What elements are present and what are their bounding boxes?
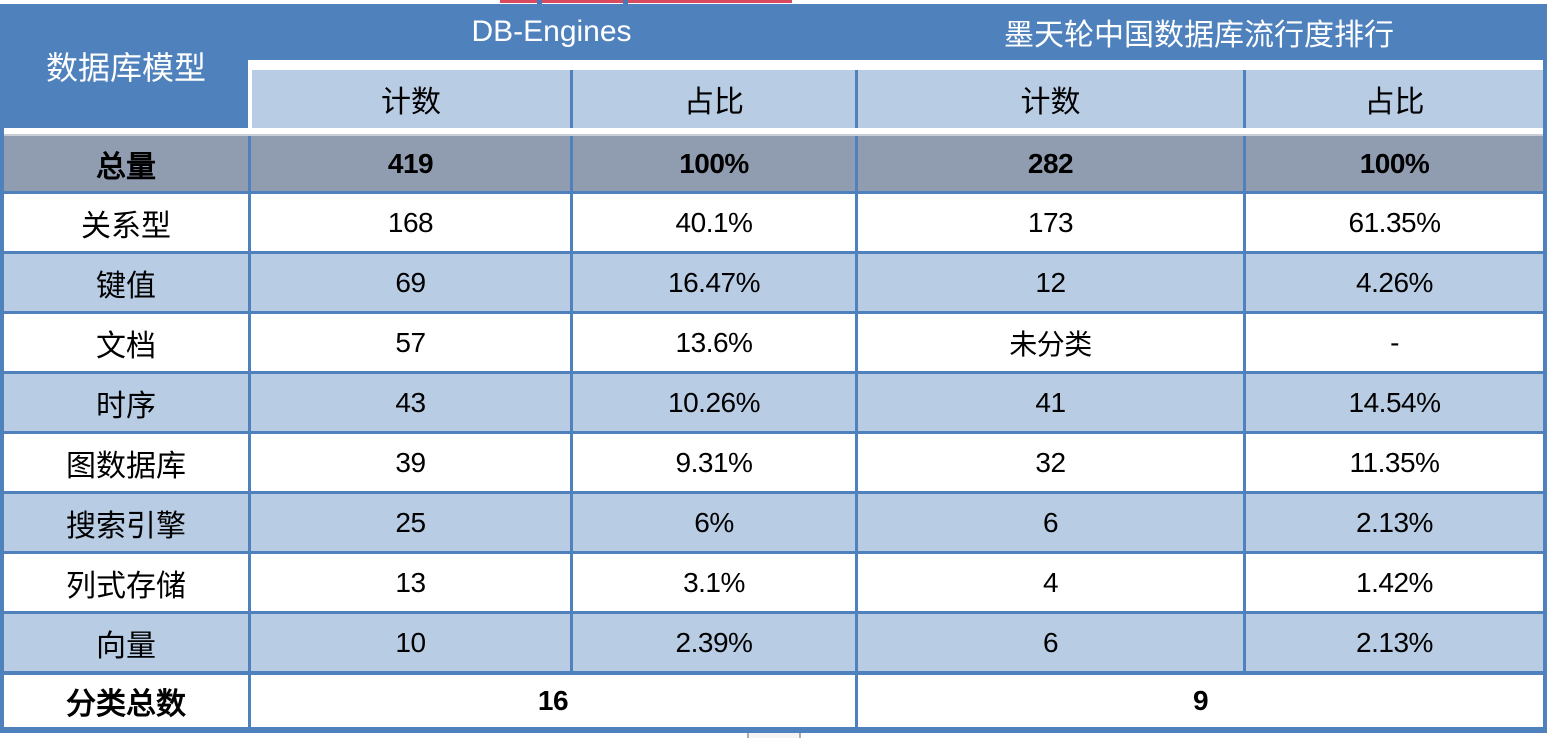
top-blue-tick-artifact [537,0,542,7]
value-cell: 173 [855,194,1243,251]
table-row: 向量 10 2.39% 6 2.13% [4,611,1543,671]
value-cell: 2.13% [1243,614,1543,671]
value-cell: 69 [248,254,570,311]
value-cell: 12 [855,254,1243,311]
value-cell: 32 [855,434,1243,491]
value-cell: 43 [248,374,570,431]
table-row: 搜索引擎 25 6% 6 2.13% [4,491,1543,551]
value-cell: 6% [570,494,855,551]
value-cell: 9.31% [570,434,855,491]
value-cell: 6 [855,494,1243,551]
value-cell: 9 [855,675,1543,727]
value-cell: 16.47% [570,254,855,311]
value-cell: 100% [570,136,855,191]
header-gap [4,60,1543,70]
table-row-category-count: 分类总数 16 9 [4,671,1543,727]
row-label: 搜索引擎 [4,494,248,551]
header-gap [4,128,1543,134]
value-cell: 4.26% [1243,254,1543,311]
value-cell: 41 [855,374,1243,431]
group-header-dbengines: DB-Engines [471,15,632,48]
value-cell: 168 [248,194,570,251]
row-label: 向量 [4,614,248,671]
value-cell: 10.26% [570,374,855,431]
value-cell: 419 [248,136,570,191]
sub-header-modb-count: 计数 [855,70,1243,128]
group-header-modb: 墨天轮中国数据库流行度排行 [1004,19,1394,52]
value-cell: 4 [855,554,1243,611]
value-cell: 2.13% [1243,494,1543,551]
corner-header-label: 数据库模型 [45,50,206,86]
value-cell: 13.6% [570,314,855,371]
value-cell: 3.1% [570,554,855,611]
sub-header-dbengines-share: 占比 [570,70,855,128]
table-row: 时序 43 10.26% 41 14.54% [4,371,1543,431]
value-cell: 2.39% [570,614,855,671]
value-cell: 25 [248,494,570,551]
value-cell: 39 [248,434,570,491]
value-cell: 16 [248,675,855,727]
table-row: 文档 57 13.6% 未分类 - [4,311,1543,371]
table-row-total: 总量 419 100% 282 100% [4,134,1543,191]
value-cell: 100% [1243,136,1543,191]
value-cell: - [1243,314,1543,371]
value-cell: 13 [248,554,570,611]
row-label: 图数据库 [4,434,248,491]
sub-header-dbengines-count: 计数 [248,70,570,128]
row-label: 分类总数 [4,675,248,727]
row-label: 时序 [4,374,248,431]
value-cell: 14.54% [1243,374,1543,431]
value-cell: 61.35% [1243,194,1543,251]
table-row: 列式存储 13 3.1% 4 1.42% [4,551,1543,611]
value-cell: 1.42% [1243,554,1543,611]
value-cell: 6 [855,614,1243,671]
row-label: 键值 [4,254,248,311]
value-cell: 40.1% [570,194,855,251]
row-label: 文档 [4,314,248,371]
value-cell: 11.35% [1243,434,1543,491]
corner-header-cell: 数据库模型 [4,4,248,128]
row-label: 列式存储 [4,554,248,611]
database-model-comparison-table: 数据库模型 DB-Engines 墨天轮中国数据库流行度排行 计数 占比 计数 … [0,4,1547,733]
value-cell: 未分类 [855,314,1243,371]
sub-header-row: 计数 占比 计数 占比 [4,70,1543,128]
value-cell: 10 [248,614,570,671]
table-row: 关系型 168 40.1% 173 61.35% [4,191,1543,251]
value-cell: 282 [855,136,1243,191]
group-header-row: DB-Engines 墨天轮中国数据库流行度排行 [4,4,1543,60]
value-cell: 57 [248,314,570,371]
sub-header-modb-share: 占比 [1243,70,1543,128]
table-row: 键值 69 16.47% 12 4.26% [4,251,1543,311]
table-row: 图数据库 39 9.31% 32 11.35% [4,431,1543,491]
bottom-scroll-fragment-artifact [747,733,801,738]
row-label: 关系型 [4,194,248,251]
top-red-line-artifact [500,0,792,3]
row-label: 总量 [4,136,248,191]
top-blue-tick-artifact [623,0,628,7]
